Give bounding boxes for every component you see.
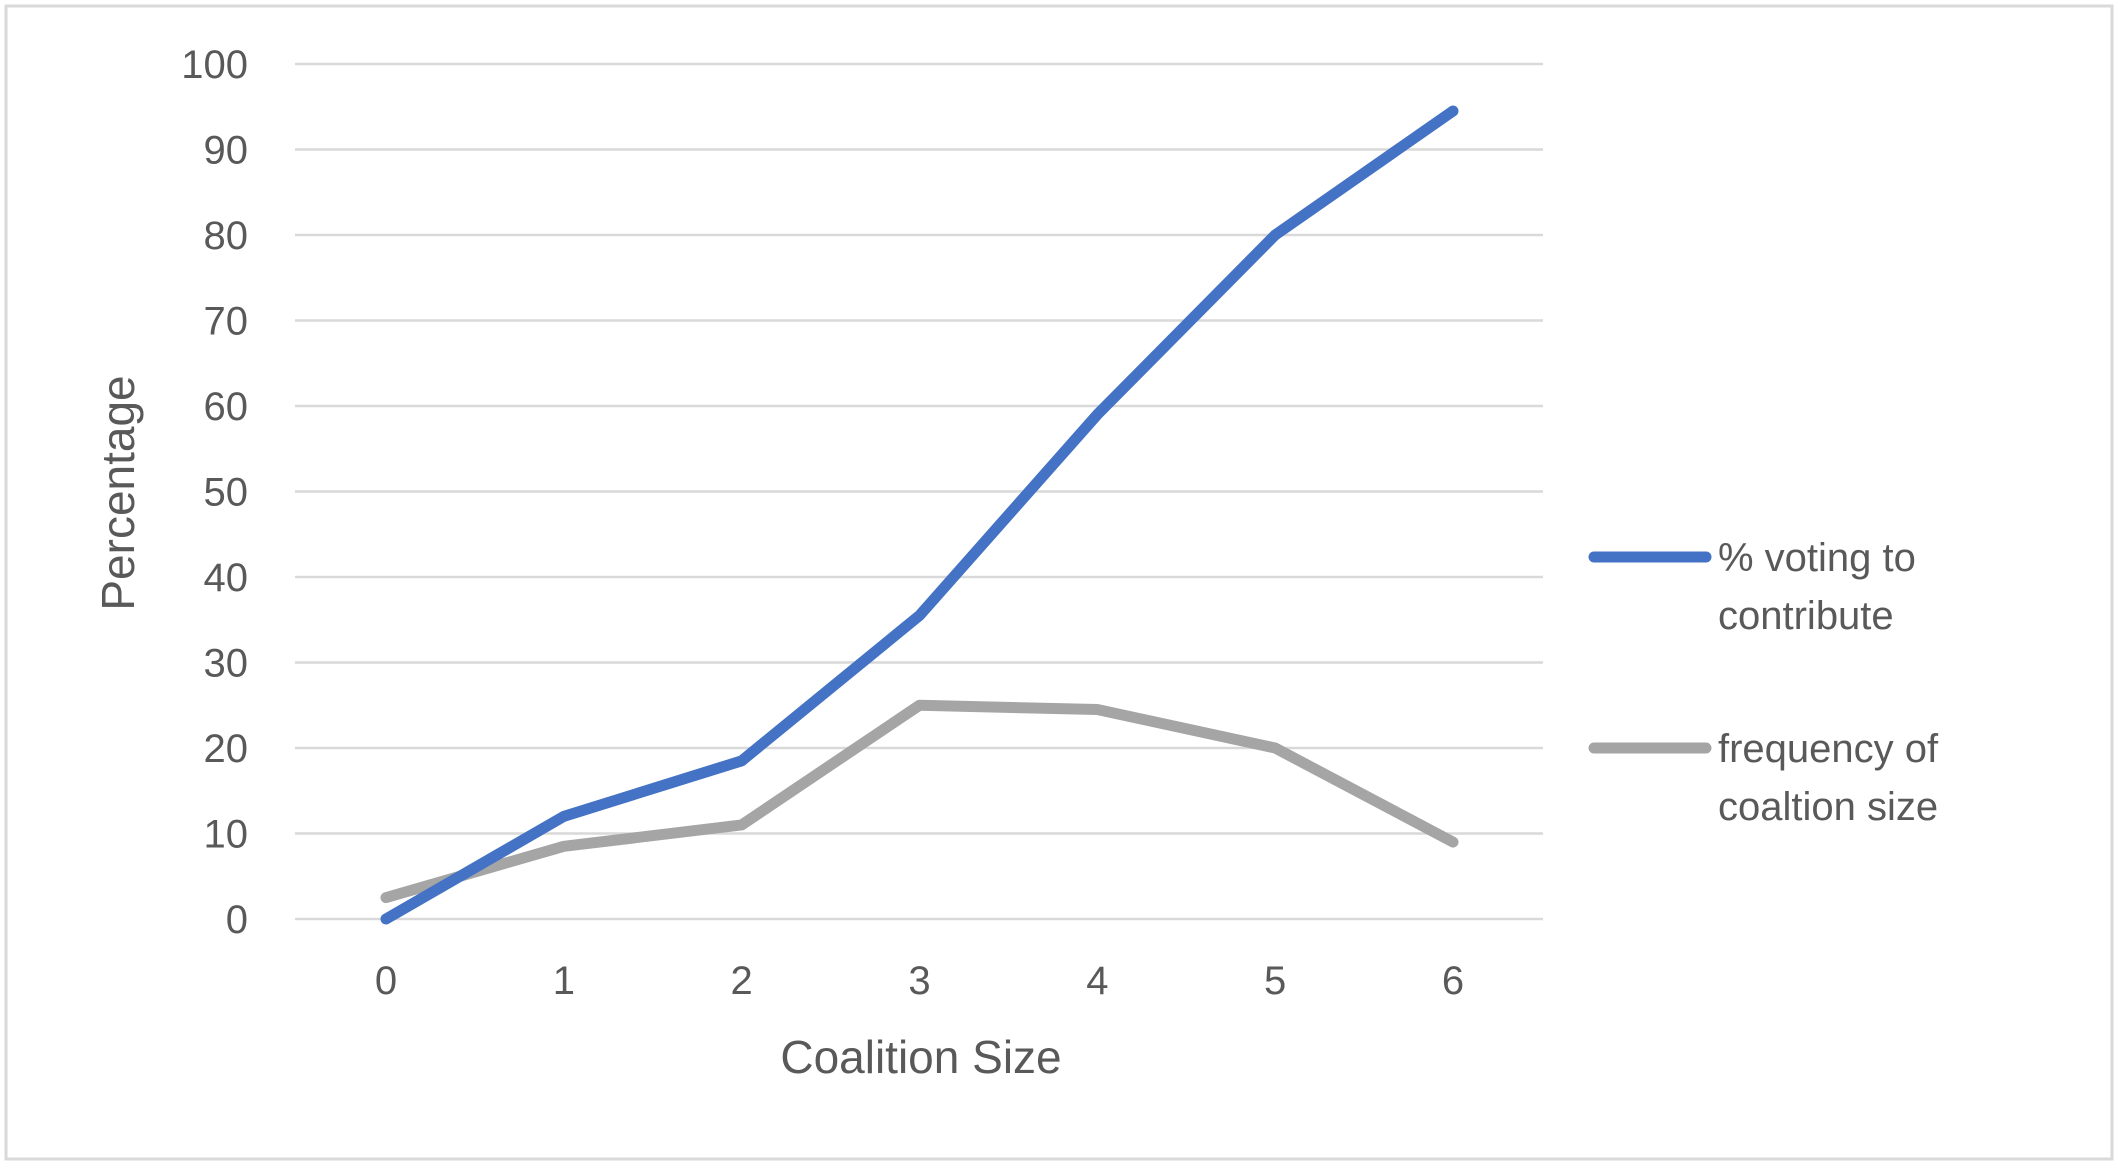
chart-border [6,6,2112,1159]
y-tick-label: 30 [204,642,249,686]
x-tick-label: 4 [1086,959,1108,1003]
y-axis-title: Percentage [92,375,144,610]
y-tick-label: 70 [204,300,249,344]
x-tick-label: 6 [1442,959,1464,1003]
y-tick-label: 20 [204,727,249,771]
y-tick-label: 40 [204,556,249,600]
y-tick-label: 100 [181,43,248,87]
legend-label: coaltion size [1718,785,1938,829]
legend-label: frequency of [1718,727,1939,771]
y-tick-label: 90 [204,129,249,173]
x-tick-label: 2 [731,959,753,1003]
x-axis-title: Coalition Size [780,1031,1061,1083]
y-tick-label: 60 [204,385,249,429]
y-tick-label: 10 [204,813,249,857]
y-tick-label: 80 [204,214,249,258]
y-tick-label: 50 [204,471,249,515]
x-tick-label: 0 [375,959,397,1003]
x-tick-label: 3 [908,959,930,1003]
y-tick-label: 0 [226,898,248,942]
x-tick-label: 1 [553,959,575,1003]
legend-label: % voting to [1718,536,1916,580]
x-tick-label: 5 [1264,959,1286,1003]
legend-label: contribute [1718,594,1894,638]
